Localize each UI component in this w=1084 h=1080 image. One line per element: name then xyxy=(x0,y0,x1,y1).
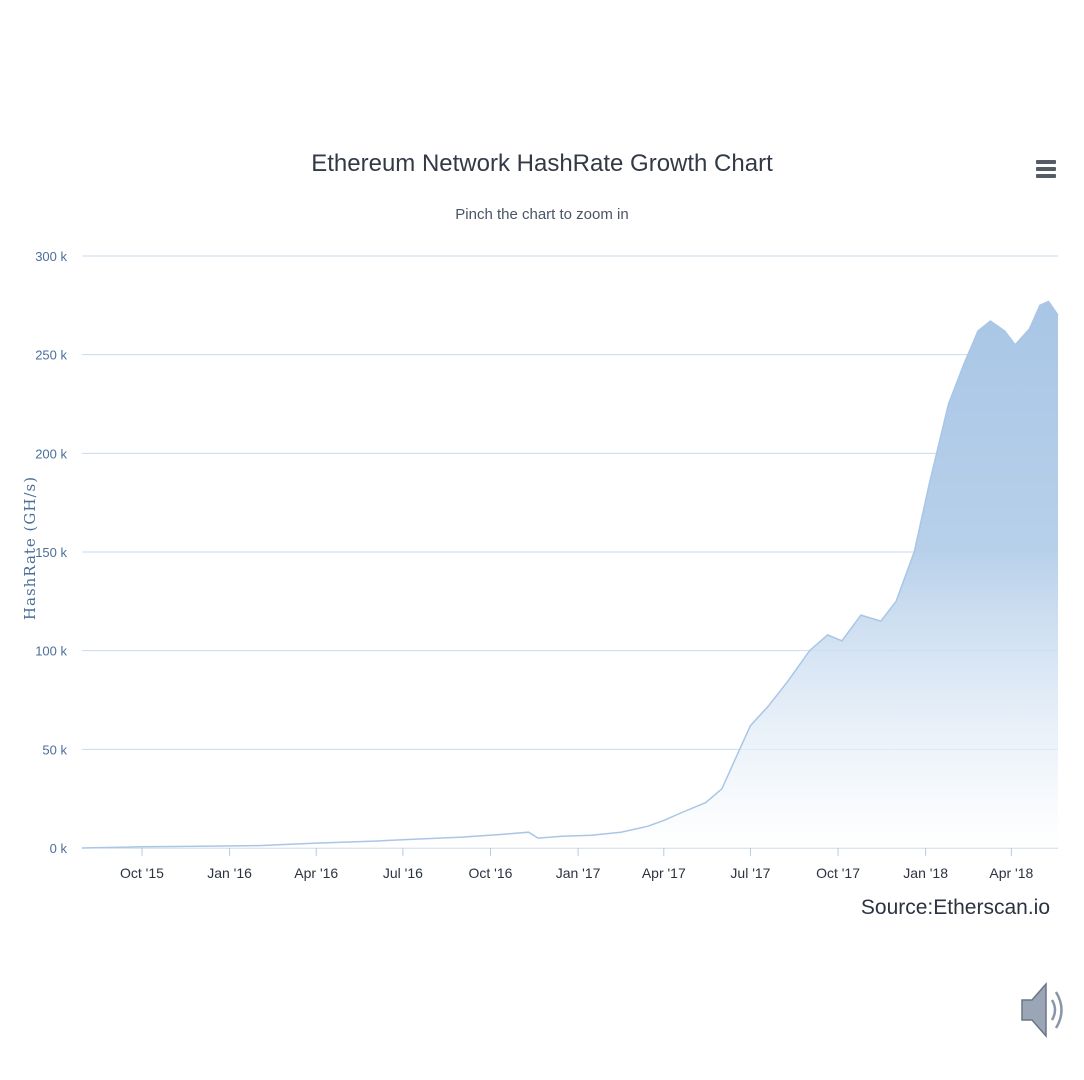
data-point xyxy=(913,551,915,553)
hamburger-menu-icon[interactable] xyxy=(1036,160,1056,186)
data-point xyxy=(113,847,115,849)
x-tick-label: Apr '18 xyxy=(989,865,1033,881)
y-tick-label: 250 k xyxy=(35,348,67,363)
data-point xyxy=(528,831,530,833)
data-point xyxy=(1057,314,1059,316)
data-point xyxy=(1029,328,1031,330)
x-tick-label: Oct '15 xyxy=(120,865,164,881)
data-point xyxy=(841,640,843,642)
data-point xyxy=(258,845,260,847)
data-point xyxy=(963,364,965,366)
data-point xyxy=(809,650,811,652)
data-point xyxy=(1048,301,1050,303)
hashrate-line xyxy=(81,300,1059,849)
data-point xyxy=(705,802,707,804)
y-tick-label: 100 k xyxy=(35,644,67,659)
data-point xyxy=(561,835,563,837)
x-tick-label: Oct '16 xyxy=(469,865,513,881)
speaker-icon[interactable] xyxy=(1018,974,1070,1046)
y-tick-label: 150 k xyxy=(35,545,67,560)
y-tick-label: 50 k xyxy=(42,742,67,757)
y-tick-label: 200 k xyxy=(35,446,67,461)
chart-subtitle: Pinch the chart to zoom in xyxy=(455,206,629,223)
x-tick-label: Apr '16 xyxy=(294,865,338,881)
data-point xyxy=(721,788,723,790)
data-point xyxy=(948,403,950,405)
x-tick-label: Oct '17 xyxy=(816,865,860,881)
data-point xyxy=(990,320,992,322)
data-point xyxy=(895,601,897,603)
data-point xyxy=(647,826,649,828)
x-tick-label: Jan '18 xyxy=(903,865,948,881)
menu-bar xyxy=(1036,174,1056,178)
data-point xyxy=(929,482,931,484)
data-point xyxy=(681,812,683,814)
data-point xyxy=(1014,344,1016,346)
data-point xyxy=(537,837,539,839)
x-tick-label: Jul '17 xyxy=(730,865,770,881)
data-point xyxy=(880,620,882,622)
hashrate-area xyxy=(82,301,1058,848)
data-point xyxy=(81,847,83,849)
data-point xyxy=(591,834,593,836)
x-tick-label: Jan '17 xyxy=(556,865,601,881)
y-tick-label: 300 k xyxy=(35,249,67,264)
data-point xyxy=(734,758,736,760)
data-point xyxy=(788,680,790,682)
menu-bar xyxy=(1036,167,1056,171)
data-point xyxy=(768,705,770,707)
source-label: Source:Etherscan.io xyxy=(860,896,1050,919)
data-point xyxy=(315,842,317,844)
data-point xyxy=(374,840,376,842)
data-point xyxy=(1039,305,1041,307)
data-point xyxy=(461,836,463,838)
x-tick-label: Apr '17 xyxy=(642,865,686,881)
data-point xyxy=(663,820,665,822)
y-tick-label: 0 k xyxy=(50,841,68,856)
chart-title: Ethereum Network HashRate Growth Chart xyxy=(311,150,773,177)
data-point xyxy=(620,831,622,833)
data-point xyxy=(415,838,417,840)
data-point xyxy=(977,330,979,332)
data-point xyxy=(141,846,143,848)
menu-bar xyxy=(1036,160,1056,164)
data-point xyxy=(199,845,201,847)
data-point xyxy=(503,833,505,835)
data-point xyxy=(750,725,752,727)
data-point xyxy=(860,614,862,616)
x-tick-label: Jul '16 xyxy=(383,865,423,881)
x-tick-label: Jan '16 xyxy=(207,865,252,881)
data-point xyxy=(1004,330,1006,332)
data-point xyxy=(827,634,829,636)
